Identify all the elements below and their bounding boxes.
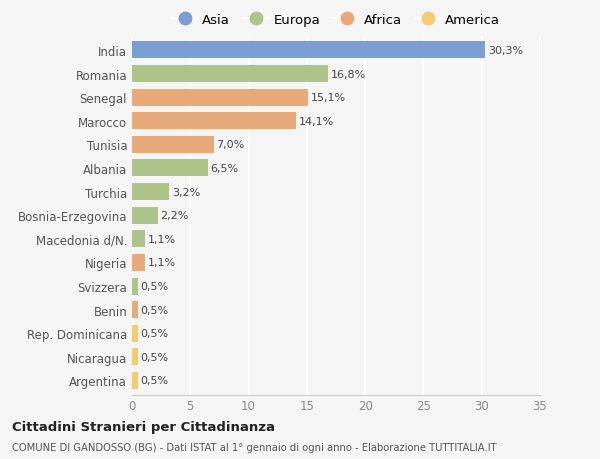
Text: 0,5%: 0,5% xyxy=(141,375,169,386)
Bar xyxy=(132,90,308,106)
Text: 15,1%: 15,1% xyxy=(311,93,346,103)
Text: 1,1%: 1,1% xyxy=(148,234,176,244)
Bar xyxy=(132,325,138,342)
Legend: Asia, Europa, Africa, America: Asia, Europa, Africa, America xyxy=(172,14,500,27)
Text: 6,5%: 6,5% xyxy=(211,163,239,174)
Bar xyxy=(132,254,145,271)
Text: 14,1%: 14,1% xyxy=(299,117,335,127)
Bar xyxy=(132,137,214,154)
Text: 16,8%: 16,8% xyxy=(331,69,366,79)
Text: 30,3%: 30,3% xyxy=(488,46,523,56)
Text: 7,0%: 7,0% xyxy=(217,140,245,150)
Bar xyxy=(132,66,328,83)
Bar xyxy=(132,207,158,224)
Text: 0,5%: 0,5% xyxy=(141,329,169,338)
Bar xyxy=(132,348,138,365)
Text: 0,5%: 0,5% xyxy=(141,281,169,291)
Bar xyxy=(132,302,138,319)
Text: 2,2%: 2,2% xyxy=(161,211,189,221)
Bar xyxy=(132,231,145,248)
Bar xyxy=(132,372,138,389)
Text: 1,1%: 1,1% xyxy=(148,258,176,268)
Text: COMUNE DI GANDOSSO (BG) - Dati ISTAT al 1° gennaio di ogni anno - Elaborazione T: COMUNE DI GANDOSSO (BG) - Dati ISTAT al … xyxy=(12,442,497,452)
Bar xyxy=(132,113,296,130)
Text: 0,5%: 0,5% xyxy=(141,352,169,362)
Text: 3,2%: 3,2% xyxy=(172,187,200,197)
Bar xyxy=(132,184,169,201)
Bar xyxy=(132,160,208,177)
Bar xyxy=(132,278,138,295)
Bar xyxy=(132,42,485,59)
Text: 0,5%: 0,5% xyxy=(141,305,169,315)
Text: Cittadini Stranieri per Cittadinanza: Cittadini Stranieri per Cittadinanza xyxy=(12,420,275,433)
